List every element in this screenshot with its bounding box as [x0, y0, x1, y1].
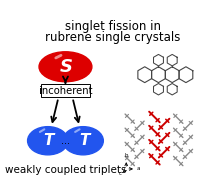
- Text: T: T: [79, 133, 89, 148]
- Text: ...: ...: [61, 136, 70, 146]
- Ellipse shape: [63, 127, 103, 155]
- Text: a: a: [137, 167, 140, 171]
- Text: incoherent: incoherent: [39, 86, 92, 95]
- Text: singlet fission in: singlet fission in: [65, 20, 161, 33]
- FancyBboxPatch shape: [41, 84, 90, 97]
- Text: rubrene single crystals: rubrene single crystals: [45, 31, 181, 44]
- Text: weakly coupled triplets: weakly coupled triplets: [5, 165, 126, 174]
- Text: S: S: [60, 58, 73, 76]
- Ellipse shape: [39, 52, 92, 82]
- Text: b: b: [124, 153, 128, 159]
- Text: c: c: [119, 171, 122, 176]
- Text: T: T: [44, 133, 54, 148]
- Ellipse shape: [28, 127, 68, 155]
